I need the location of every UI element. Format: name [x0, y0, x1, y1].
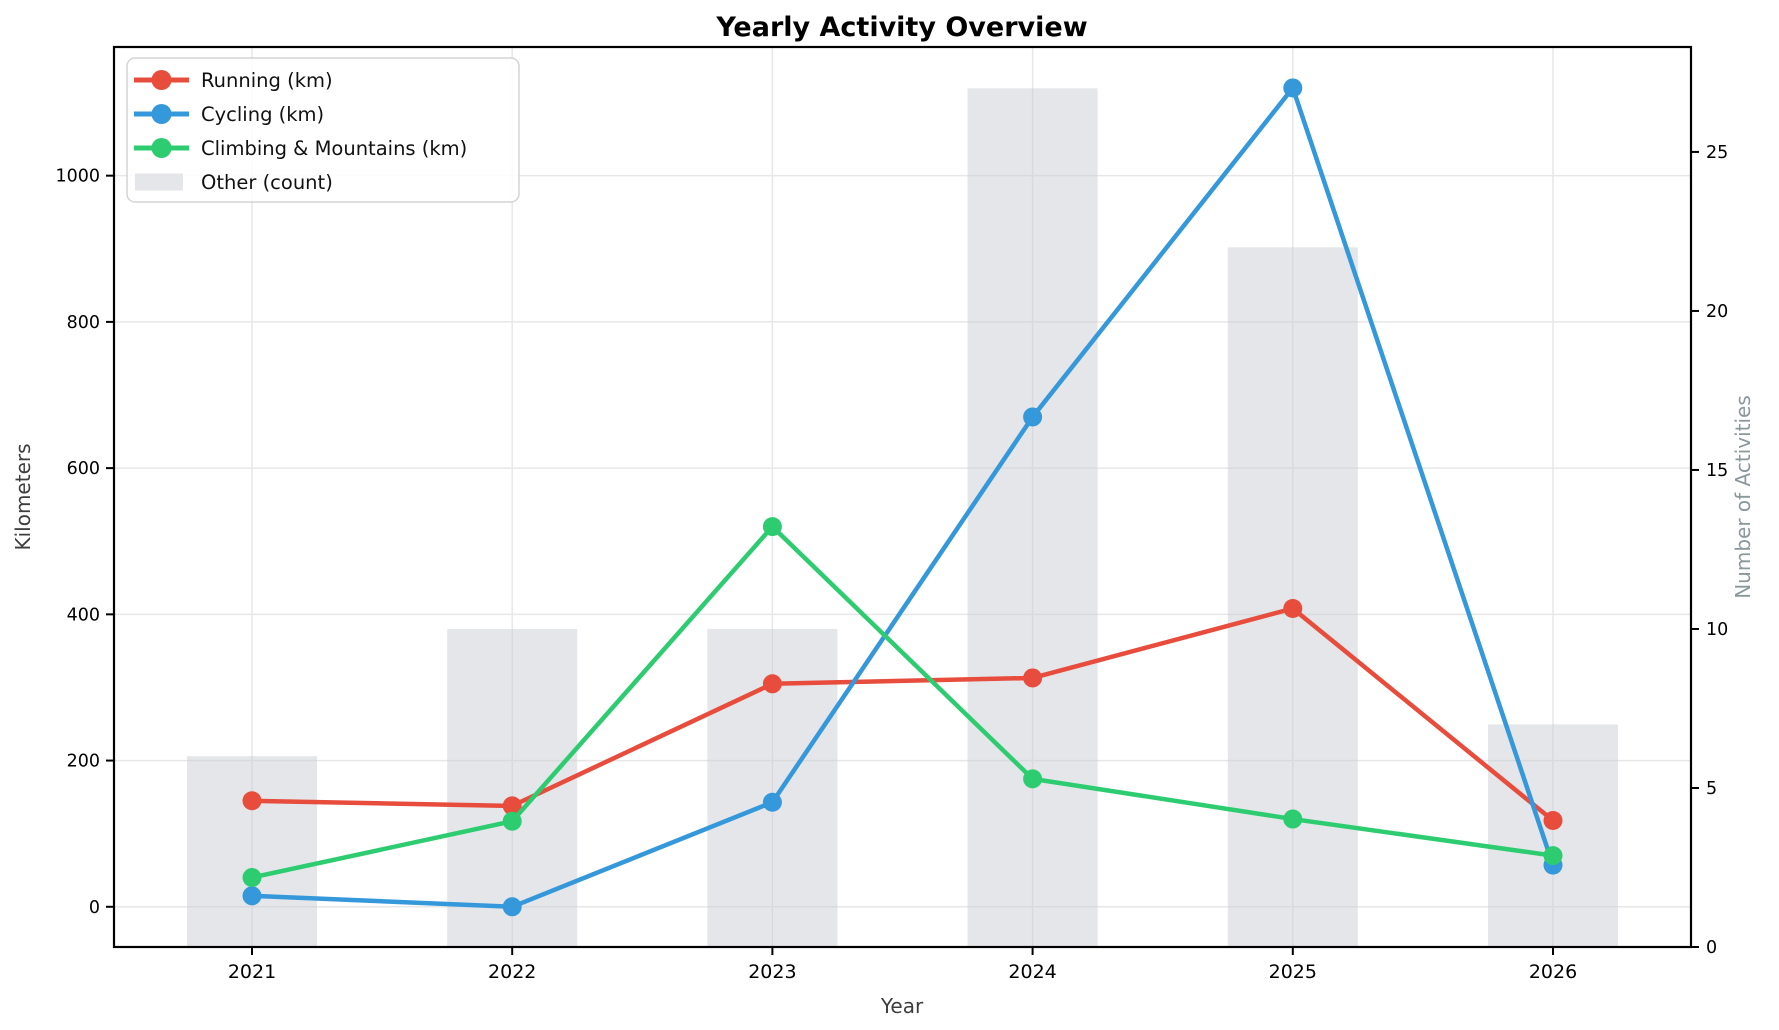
point-running-2021	[242, 791, 262, 811]
x-axis-label: Year	[880, 994, 924, 1018]
x-tick-label-2025: 2025	[1269, 961, 1317, 983]
y-tick-label-right: 5	[1706, 779, 1717, 799]
x-tick-label-2024: 2024	[1008, 961, 1056, 983]
point-climbing-2026	[1543, 846, 1563, 866]
x-tick-label-2026: 2026	[1529, 961, 1577, 983]
axes-frame	[112, 45, 1693, 949]
point-cycling-2022	[502, 897, 522, 917]
point-climbing-2024	[1023, 769, 1043, 789]
point-running-2022	[502, 796, 522, 816]
line-running	[251, 606, 1555, 823]
y-tick-label-right: 10	[1706, 620, 1728, 640]
bar-other-2025	[1227, 247, 1358, 947]
y-axis-label-left: Kilometers	[11, 443, 35, 550]
legend-marker-swatch	[151, 104, 172, 124]
bar-other-2021	[187, 756, 317, 947]
point-climbing-2022	[502, 811, 522, 831]
point-climbing-2023	[762, 517, 782, 537]
x-tick-label-2022: 2022	[488, 961, 536, 983]
chart-title: Yearly Activity Overview	[715, 12, 1087, 43]
line-climbing	[251, 524, 1554, 880]
point-cycling-2025	[1283, 78, 1303, 98]
y-tick-label-left: 400	[67, 605, 100, 625]
point-running-2023	[762, 674, 782, 694]
legend-label: Cycling (km)	[201, 103, 324, 126]
y-tick-label-left: 200	[67, 752, 100, 772]
legend-bar-swatch	[135, 173, 183, 191]
point-climbing-2021	[242, 868, 262, 888]
y-tick-label-left: 0	[89, 898, 100, 918]
point-cycling-2021	[242, 886, 262, 906]
bar-other-2026	[1488, 724, 1618, 947]
x-tick-label-2021: 2021	[228, 961, 276, 983]
point-running-2024	[1023, 668, 1043, 688]
point-running-2026	[1543, 811, 1563, 831]
point-cycling-2024	[1023, 407, 1043, 427]
bar-other-2024	[967, 88, 1098, 947]
point-running-2025	[1283, 598, 1303, 618]
legend-label: Climbing & Mountains (km)	[201, 137, 467, 160]
y-tick-label-left: 600	[67, 459, 100, 479]
y-tick-label-right: 25	[1706, 143, 1728, 163]
y-tick-label-left: 1000	[55, 167, 100, 187]
legend-marker-swatch	[151, 70, 172, 90]
y-tick-label-right: 15	[1706, 461, 1728, 481]
legend-marker-swatch	[151, 138, 172, 158]
y-tick-label-right: 20	[1706, 302, 1728, 322]
point-climbing-2025	[1283, 809, 1303, 829]
point-cycling-2023	[762, 792, 782, 812]
x-tick-label-2023: 2023	[748, 961, 796, 983]
y-axis-label-right: Number of Activities	[1731, 395, 1755, 599]
legend-box	[126, 57, 520, 203]
line-cycling	[251, 85, 1556, 910]
legend-label: Other (count)	[201, 171, 333, 194]
y-tick-label-right: 0	[1706, 938, 1717, 958]
legend-label: Running (km)	[201, 69, 333, 92]
y-tick-label-left: 800	[67, 313, 100, 333]
